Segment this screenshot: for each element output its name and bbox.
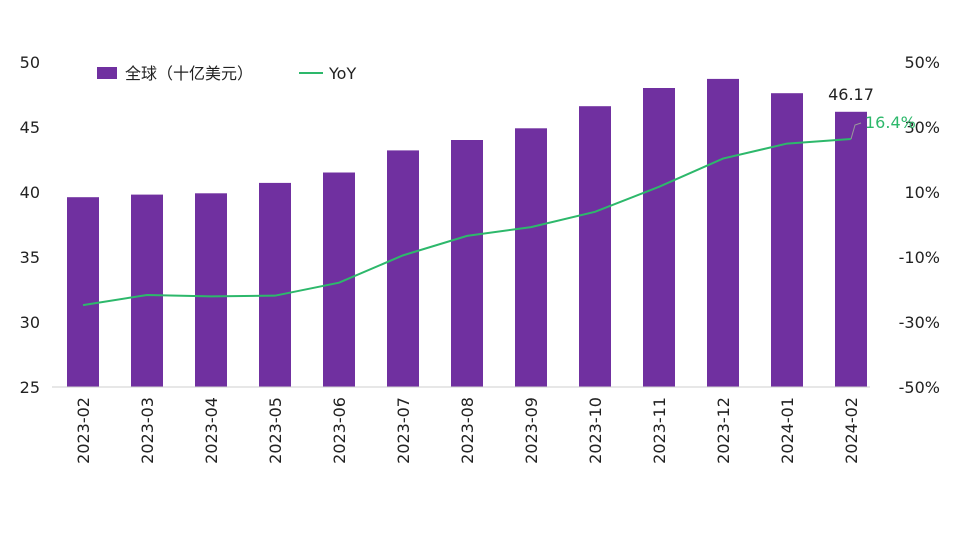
x-tick-2023-02: 2023-02: [74, 397, 93, 464]
right-tick--50%: -50%: [899, 378, 940, 397]
left-tick-25: 25: [20, 378, 40, 397]
legend-bar-swatch: [97, 67, 117, 79]
bar-2023-08: [451, 140, 483, 387]
x-tick-2023-05: 2023-05: [266, 397, 285, 464]
bar-2023-06: [323, 172, 355, 387]
bar-2024-01: [771, 93, 803, 387]
bar-series: [67, 78, 867, 388]
x-tick-2024-01: 2024-01: [778, 397, 797, 464]
bar-2023-11: [643, 88, 675, 387]
bar-last-data-label: 46.17: [828, 85, 874, 104]
bar-2023-04: [195, 193, 227, 387]
left-tick-50: 50: [20, 53, 40, 72]
x-tick-2023-10: 2023-10: [586, 397, 605, 464]
bar-2023-02: [67, 197, 99, 387]
left-tick-40: 40: [20, 183, 40, 202]
x-axis-ticks: 2023-02 2023-03 2023-04 2023-05 2023-06 2023-…: [74, 397, 861, 464]
legend-bar-label: 全球（十亿美元）: [125, 64, 253, 83]
left-tick-45: 45: [20, 118, 40, 137]
bar-2023-03: [131, 194, 163, 387]
right-tick-10%: 10%: [904, 183, 940, 202]
bar-2023-10: [579, 106, 611, 387]
x-tick-2023-12: 2023-12: [714, 397, 733, 464]
bar-2023-07: [387, 150, 419, 387]
x-tick-2023-08: 2023-08: [458, 397, 477, 464]
x-tick-2023-07: 2023-07: [394, 397, 413, 464]
x-tick-2024-02: 2024-02: [842, 397, 861, 464]
x-tick-2023-11: 2023-11: [650, 397, 669, 464]
legend: 全球（十亿美元） YoY: [97, 64, 356, 83]
bar-2024-02: [835, 111, 867, 387]
yoy-line-series: [82, 122, 862, 307]
legend-line-label: YoY: [328, 64, 356, 83]
bar-2023-05: [259, 182, 291, 387]
yoy-last-data-label: 16.4%: [865, 113, 916, 132]
bar-2023-12: [707, 78, 739, 388]
x-tick-2023-03: 2023-03: [138, 397, 157, 464]
x-tick-2023-04: 2023-04: [202, 397, 221, 464]
right-tick--10%: -10%: [899, 248, 940, 267]
left-axis-ticks: 25 30 35 40 45 50: [20, 53, 40, 397]
right-tick-30%: 30%: [904, 118, 940, 137]
yoy-label-leader: [850, 122, 862, 140]
right-tick--30%: -30%: [899, 313, 940, 332]
right-tick-50%: 50%: [904, 53, 940, 72]
left-tick-30: 30: [20, 313, 40, 332]
right-axis-ticks: -50% -30% -10% 10% 30% 50%: [899, 53, 940, 397]
x-tick-2023-09: 2023-09: [522, 397, 541, 464]
bar-2023-09: [515, 128, 547, 388]
x-tick-2023-06: 2023-06: [330, 397, 349, 464]
left-tick-35: 35: [20, 248, 40, 267]
